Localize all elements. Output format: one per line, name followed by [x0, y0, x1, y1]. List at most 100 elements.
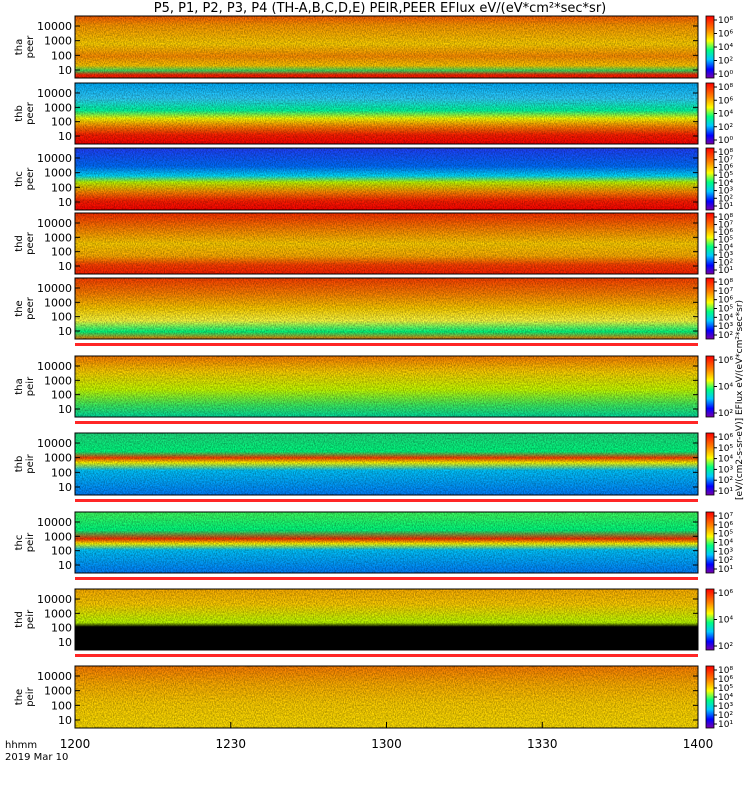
panel-frame	[74, 147, 699, 211]
separator-strip	[75, 499, 698, 502]
panel-species-label: peer	[25, 101, 36, 125]
y-tick-label: 10000	[37, 593, 72, 606]
colorbar-thd-peir	[705, 588, 715, 651]
y-tick-label: 10000	[37, 20, 72, 33]
colorbar-tick-label: 10⁶	[718, 96, 733, 106]
colorbar-tick-label: 10¹	[718, 266, 733, 276]
panel-probe-label: thd	[14, 235, 25, 252]
y-tick-label: 100	[51, 622, 72, 635]
separator-strip	[75, 343, 698, 346]
y-tick-label: 10000	[37, 516, 72, 529]
panel-probe-label: tha	[14, 378, 25, 394]
colorbar-tick-label: 10⁴	[718, 313, 733, 323]
colorbar-tick-label: 10²	[718, 642, 733, 652]
colorbar-tick-label: 10⁸	[718, 83, 733, 93]
colorbar-tick-label: 10⁶	[718, 589, 733, 599]
panel-species-label: peir	[25, 532, 36, 552]
panel-frame	[74, 588, 699, 651]
panel-species-label: peer	[25, 296, 36, 320]
colorbar-tick-label: 10⁴	[718, 179, 733, 189]
colorbar-tick-label: 10⁶	[718, 433, 733, 443]
colorbar-tick-label: 10⁸	[718, 666, 733, 676]
panel-species-label: peer	[25, 35, 36, 59]
colorbar-tick-label: 10⁵	[718, 305, 733, 315]
panel-probe-label: tha	[14, 39, 25, 55]
panel-probe-label: the	[14, 689, 25, 705]
spectrogram-texture	[75, 512, 698, 573]
colorbar-tick-label: 10⁰	[718, 136, 733, 146]
y-tick-label: 100	[51, 49, 72, 62]
colorbar-tick-label: 10⁴	[718, 539, 733, 549]
y-tick-label: 1000	[44, 374, 72, 387]
y-tick-label: 1000	[44, 607, 72, 620]
y-tick-label: 100	[51, 311, 72, 324]
y-tick-label: 10	[58, 325, 72, 338]
y-tick-label: 100	[51, 699, 72, 712]
panel-frame	[74, 511, 699, 574]
panel-frame	[74, 355, 699, 418]
colorbar-tick-label: 10¹	[718, 565, 733, 575]
y-tick-label: 10000	[37, 282, 72, 295]
y-tick-label: 1000	[44, 35, 72, 48]
y-tick-label: 10	[58, 481, 72, 494]
spectrogram-texture	[75, 278, 698, 339]
colorbar-tick-label: 10⁴	[718, 383, 733, 393]
separator-strip	[75, 577, 698, 580]
colorbar-the-peir	[705, 665, 715, 729]
panel-species-label: peir	[25, 453, 36, 473]
colorbar-tick-label: 10²	[718, 258, 733, 268]
colorbar-tick-label: 10⁶	[718, 675, 733, 685]
colorbar-tha-peir	[705, 355, 715, 418]
colorbar-tick-label: 10⁵	[718, 444, 733, 454]
spectrogram-texture	[75, 16, 698, 78]
colorbar-tick-label: 10⁷	[718, 287, 733, 297]
colorbar-tick-label: 10⁶	[718, 30, 733, 40]
x-axis-date: 2019 Mar 10	[5, 752, 68, 763]
colorbar-the-peer	[705, 277, 715, 340]
colorbar-tick-label: 10⁵	[718, 684, 733, 694]
panel-frame	[74, 15, 699, 79]
colorbar-tick-label: 10¹	[718, 487, 733, 497]
panel-species-label: peir	[25, 376, 36, 396]
spectrogram-texture	[75, 213, 698, 274]
colorbar-tick-label: 10²	[718, 123, 733, 133]
y-tick-label: 10	[58, 196, 72, 209]
y-tick-label: 100	[51, 181, 72, 194]
spectrogram-texture	[75, 148, 698, 210]
colorbar-tick-label: 10²	[718, 476, 733, 486]
colorbar-tick-label: 10³	[718, 322, 733, 332]
colorbar-tick-label: 10³	[718, 702, 733, 712]
x-axis: [eV/(cm2-s-sr-eV)] EFlux eV/(eV*cm²*sec*…	[5, 300, 745, 763]
colorbar-tick-label: 10⁸	[718, 148, 733, 158]
colorbar-tick-label: 10⁴	[718, 43, 733, 53]
y-tick-label: 1000	[44, 530, 72, 543]
x-tick-label: 1230	[215, 737, 246, 751]
y-tick-label: 100	[51, 545, 72, 558]
panel-frame	[74, 277, 699, 340]
y-tick-label: 10000	[37, 152, 72, 165]
panel-species-label: peer	[25, 231, 36, 255]
y-tick-label: 1000	[44, 167, 72, 180]
panel-species-label: peir	[25, 686, 36, 706]
panel-probe-label: the	[14, 300, 25, 316]
colorbar-tick-label: 10⁸	[718, 16, 733, 26]
spectrogram-texture	[75, 83, 698, 144]
colorbar-tick-label: 10⁴	[718, 110, 733, 120]
colorbar-tick-label: 10²	[718, 194, 733, 204]
x-tick-label: 1300	[371, 737, 402, 751]
colorbar-tick-label: 10⁵	[718, 236, 733, 246]
panel-frame	[74, 82, 699, 145]
y-tick-label: 100	[51, 116, 72, 129]
colorbar-tick-label: 10⁶	[718, 296, 733, 306]
x-tick-label: 1200	[60, 737, 91, 751]
colorbar-tick-label: 10⁵	[718, 171, 733, 181]
colorbar-tick-label: 10³	[718, 187, 733, 197]
colorbar-tick-label: 10³	[718, 251, 733, 261]
y-tick-label: 10	[58, 130, 72, 143]
